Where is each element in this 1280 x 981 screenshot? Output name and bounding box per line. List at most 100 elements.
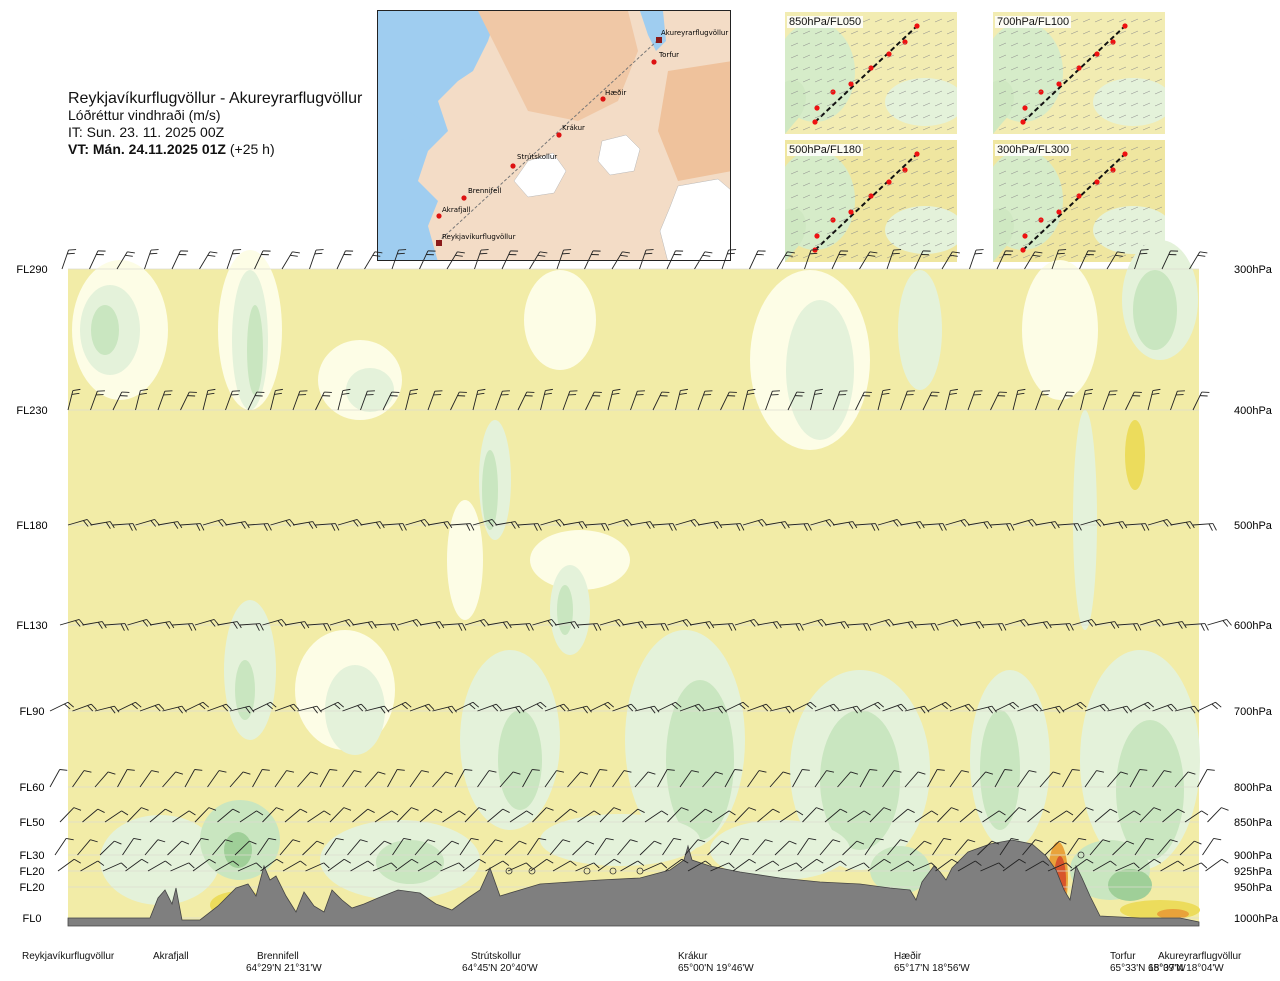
mini-wind (802, 194, 811, 199)
wind-barb (657, 701, 682, 712)
mini-wind (1130, 206, 1139, 211)
mini-wind (1046, 218, 1055, 223)
calm-marker (505, 867, 513, 875)
wind-barb (832, 390, 848, 411)
mini-wind (910, 90, 919, 95)
mini-wind (946, 218, 955, 223)
velocity-contour (524, 270, 596, 370)
mini-wind (850, 170, 859, 175)
wind-barb (927, 701, 952, 712)
mini-wind (1118, 114, 1127, 119)
mini-wind (998, 206, 1007, 211)
mini-wind (850, 90, 859, 95)
wind-barb (337, 519, 363, 527)
mini-wind (1022, 242, 1031, 247)
glacier-vatnajokull (659, 178, 730, 260)
wind-barb (237, 862, 263, 872)
wind-barb (667, 619, 692, 627)
mini-wind (1082, 254, 1091, 259)
mini-wind (946, 102, 955, 107)
mini-wind (1022, 78, 1031, 83)
wind-barb (61, 249, 77, 270)
sea-area (378, 11, 498, 260)
mini-wind (1154, 170, 1163, 175)
mini-wind (886, 126, 895, 131)
wind-barb (612, 770, 632, 788)
mini-map-300: 300hPa/FL300 (993, 140, 1165, 262)
wind-barb (864, 837, 884, 856)
wind-barb (1184, 623, 1209, 631)
wind-barb (454, 701, 480, 712)
mini-wind (790, 218, 799, 223)
mini-wind (874, 30, 883, 35)
wind-barb (49, 769, 68, 788)
wind-barb (135, 519, 160, 527)
mini-wind (1094, 146, 1103, 151)
mini-wind (1130, 126, 1139, 131)
mini-wind (790, 54, 799, 59)
mini-wind (1010, 126, 1019, 131)
wind-barb (517, 391, 535, 411)
mini-region (785, 80, 806, 134)
wind-barb (1062, 701, 1087, 712)
mini-wind (1142, 90, 1151, 95)
wind-barb (702, 705, 727, 714)
wind-barb (501, 250, 519, 270)
mini-wind (814, 254, 823, 259)
wind-barb (1182, 862, 1208, 872)
mini-wind (850, 158, 859, 163)
mini-wind (850, 242, 859, 247)
wind-barb (900, 390, 915, 411)
wind-barb (697, 390, 713, 411)
mini-wind (1010, 114, 1019, 119)
mini-wind (998, 182, 1007, 187)
mini-wind (1154, 66, 1163, 71)
mini-wind (802, 30, 811, 35)
mini-wind (946, 114, 955, 119)
wind-barb (774, 840, 797, 856)
mini-wind (1094, 78, 1103, 83)
mini-wind (910, 218, 919, 223)
mini-wind (886, 102, 895, 107)
wind-barb (1125, 391, 1142, 411)
mini-wind (814, 126, 823, 131)
wind-barb (1002, 858, 1026, 872)
mini-wind (898, 54, 907, 59)
mini-wind (1118, 18, 1127, 23)
mini-wind (898, 206, 907, 211)
wind-barb (957, 860, 982, 872)
mini-wind (1094, 218, 1103, 223)
wind-barb (149, 808, 173, 823)
mini-wind (1118, 78, 1127, 83)
mini-wind (1010, 182, 1019, 187)
wind-barb (544, 770, 565, 788)
mini-wind (1082, 18, 1091, 23)
mini-region (885, 206, 957, 254)
wind-barb (342, 703, 367, 712)
wind-barb (487, 808, 510, 823)
mini-wind (862, 242, 871, 247)
wind-barb (507, 862, 533, 872)
wind-barb (779, 623, 804, 631)
wind-barb (757, 808, 780, 823)
map-label-reykjavik: Reykjavíkurflugvöllur (442, 233, 516, 241)
mini-waypoint (812, 119, 818, 125)
wind-barb (139, 703, 165, 712)
wind-barb (607, 388, 621, 411)
wind-barb (634, 771, 656, 788)
wind-barb (387, 769, 405, 788)
mini-wind (910, 254, 919, 259)
wind-barb (279, 839, 301, 856)
wind-barb (1184, 810, 1209, 823)
wind-barb (364, 771, 386, 788)
mini-wind (850, 194, 859, 199)
wind-barb (694, 251, 713, 270)
mini-wind (850, 54, 859, 59)
mini-wind (1130, 102, 1139, 107)
issue-time: IT: Sun. 23. 11. 2025 00Z (68, 124, 225, 140)
wind-barb (419, 808, 443, 823)
mini-wind (898, 126, 907, 131)
mini-wind (838, 114, 847, 119)
wind-barb (1117, 623, 1142, 631)
mini-wind (1070, 90, 1079, 95)
